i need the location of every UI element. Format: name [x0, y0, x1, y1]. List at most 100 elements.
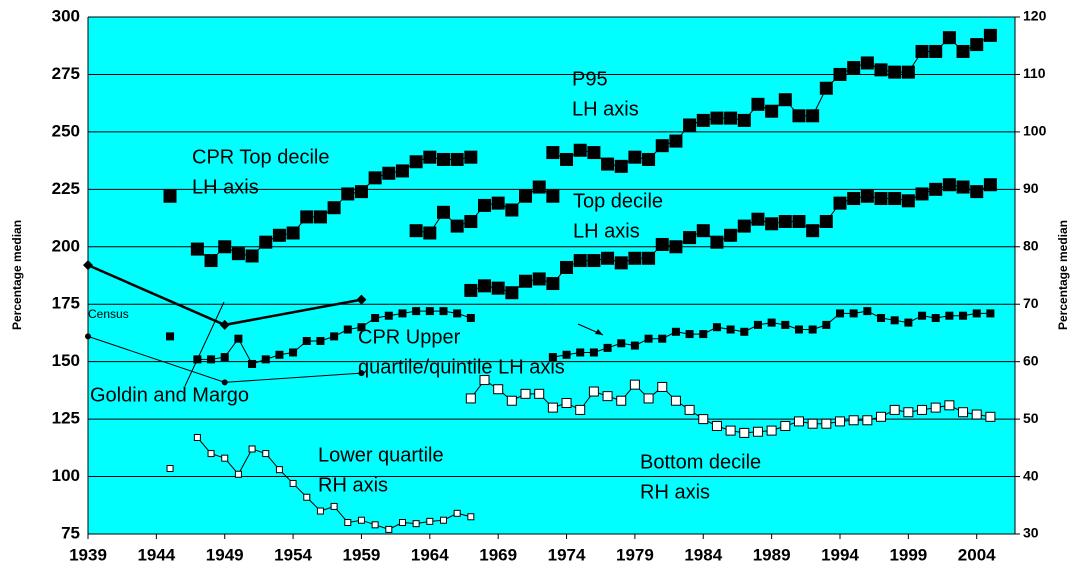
marker: [602, 391, 613, 402]
annotation: LH axis: [192, 176, 259, 198]
marker: [358, 370, 365, 377]
annotation: Lower quartile: [318, 444, 444, 466]
marker: [696, 224, 710, 238]
y-tick-label: 250: [52, 121, 80, 140]
marker: [847, 61, 861, 75]
marker: [272, 228, 286, 242]
marker: [781, 320, 790, 329]
marker: [766, 425, 777, 436]
annotation: Bottom decile: [640, 451, 761, 473]
marker: [684, 404, 695, 415]
marker: [726, 325, 735, 334]
marker: [425, 307, 434, 316]
marker: [426, 517, 434, 525]
marker: [956, 180, 970, 194]
marker: [193, 355, 202, 364]
marker: [658, 334, 667, 343]
marker: [300, 210, 314, 224]
marker: [289, 479, 297, 487]
marker: [371, 314, 380, 323]
marker: [670, 395, 681, 406]
y2-tick-label: 50: [1023, 410, 1039, 426]
marker: [970, 38, 984, 52]
x-tick-label: 1974: [548, 545, 586, 564]
marker: [942, 178, 956, 192]
y2-tick-label: 80: [1023, 237, 1039, 253]
x-tick-label: 2004: [958, 545, 996, 564]
marker: [464, 283, 478, 297]
marker: [573, 254, 587, 268]
marker: [915, 187, 929, 201]
marker: [643, 393, 654, 404]
marker: [806, 224, 820, 238]
y-tick-label: 75: [61, 523, 80, 542]
marker: [655, 237, 669, 251]
annotation: LH axis: [573, 220, 640, 242]
marker: [942, 31, 956, 45]
y-tick-label: 175: [52, 294, 80, 313]
marker: [614, 159, 628, 173]
marker: [546, 146, 560, 160]
marker: [385, 525, 393, 533]
marker: [821, 418, 832, 429]
marker: [601, 251, 615, 265]
marker: [330, 332, 339, 341]
marker: [683, 118, 697, 132]
marker: [436, 205, 450, 219]
marker: [357, 323, 366, 332]
marker: [453, 509, 461, 517]
marker: [888, 192, 902, 206]
marker: [493, 384, 504, 395]
marker: [698, 414, 709, 425]
marker: [231, 247, 245, 261]
marker: [901, 65, 915, 79]
marker: [847, 192, 861, 206]
marker: [849, 309, 858, 318]
annotation: LH axis: [572, 98, 639, 120]
marker: [901, 194, 915, 208]
y2-tick-label: 110: [1023, 65, 1046, 81]
marker: [929, 182, 943, 196]
marker: [409, 155, 423, 169]
marker: [877, 314, 886, 323]
annotation: CPR Upper: [358, 326, 461, 348]
marker: [506, 395, 517, 406]
marker: [464, 215, 478, 229]
marker: [752, 426, 763, 437]
marker: [221, 379, 228, 386]
x-tick-label: 1994: [821, 545, 859, 564]
marker: [685, 330, 694, 339]
y-axis-title: Percentage median: [10, 220, 24, 330]
marker: [765, 104, 779, 118]
marker: [219, 319, 230, 330]
marker: [794, 325, 803, 334]
marker: [724, 228, 738, 242]
marker: [166, 465, 174, 473]
marker: [765, 217, 779, 231]
marker: [669, 240, 683, 254]
marker: [614, 256, 628, 270]
marker: [628, 251, 642, 265]
marker: [860, 189, 874, 203]
marker: [505, 286, 519, 300]
marker: [848, 415, 859, 426]
marker: [439, 307, 448, 316]
marker: [792, 109, 806, 123]
marker: [628, 150, 642, 164]
marker: [862, 415, 873, 426]
marker: [860, 56, 874, 70]
marker: [587, 254, 601, 268]
marker: [833, 67, 847, 81]
marker: [302, 336, 311, 345]
marker: [83, 260, 93, 271]
marker: [944, 400, 955, 411]
marker: [630, 341, 639, 350]
y2-tick-label: 70: [1023, 295, 1039, 311]
y-tick-label: 275: [52, 64, 80, 83]
marker: [344, 519, 352, 527]
marker: [959, 311, 968, 320]
marker: [207, 355, 216, 364]
annotation-pointer: [184, 301, 225, 387]
marker: [166, 332, 175, 341]
marker: [453, 309, 462, 318]
